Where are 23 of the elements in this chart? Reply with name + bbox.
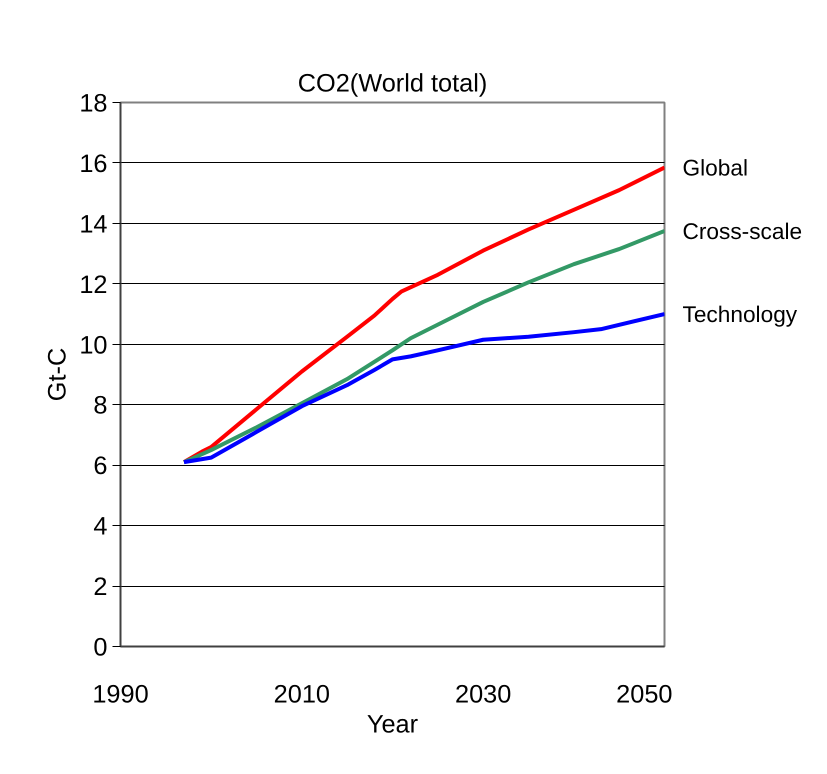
y-tick-label: 10 <box>79 331 108 360</box>
y-tick-label: 6 <box>93 452 108 480</box>
line-series <box>182 228 664 464</box>
x-tick-label: 2050 <box>616 680 673 708</box>
chart-title: CO2(World total) <box>298 70 488 98</box>
y-tick-label: 8 <box>93 392 108 420</box>
y-tick-label: 12 <box>79 270 108 299</box>
y-tick-label: 0 <box>93 634 108 662</box>
x-axis-title: Year <box>366 710 419 738</box>
y-tick-label: 2 <box>93 573 108 602</box>
y-axis-title: Gt-C <box>43 348 72 402</box>
series-label: Cross-scale <box>682 218 802 244</box>
line-series <box>182 312 664 464</box>
y-tick-label: 18 <box>79 90 108 118</box>
y-tick-label: 4 <box>93 512 108 541</box>
series-label: Technology <box>682 301 798 328</box>
line-series <box>182 165 664 464</box>
y-tick-label: 16 <box>79 150 108 178</box>
series-label: Global <box>682 154 748 180</box>
x-tick-label: 2030 <box>454 680 512 708</box>
x-tick-label: 1990 <box>92 680 149 708</box>
y-tick-label: 14 <box>79 210 108 238</box>
x-tick-label: 2010 <box>274 680 330 708</box>
